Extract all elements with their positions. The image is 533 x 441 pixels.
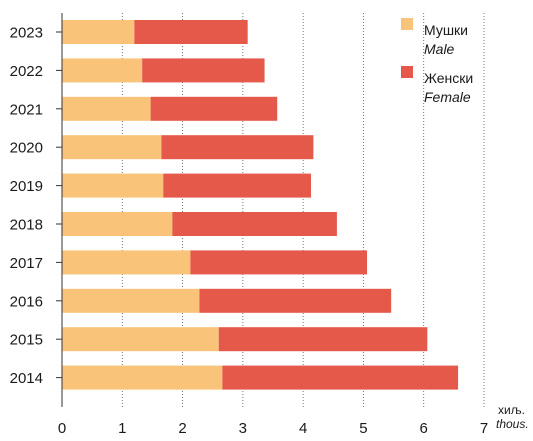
x-tick-label: 2 [178, 420, 186, 437]
y-tick-label: 2015 [10, 332, 43, 349]
bar-female [150, 96, 278, 121]
bars [62, 20, 459, 390]
x-tick-label: 3 [239, 420, 247, 437]
bar-male [62, 288, 200, 313]
bar-male [62, 212, 173, 236]
legend-label-male: Мушки [424, 22, 468, 38]
y-tick-label: 2020 [10, 140, 43, 157]
x-tick-label: 6 [420, 420, 428, 437]
bar-female [161, 135, 314, 160]
x-tick-label: 1 [118, 420, 126, 437]
bar-male [62, 20, 135, 44]
bar-male [62, 327, 219, 352]
bar-male [62, 135, 162, 160]
legend-swatch-female [401, 66, 413, 78]
bar-male [62, 58, 143, 83]
legend: Мушки Male Женски Female [401, 18, 473, 105]
bar-female [134, 20, 248, 44]
legend-label-female: Женски [424, 70, 473, 86]
x-axis-ticks: 0 1 2 3 4 5 6 7 [58, 420, 488, 437]
legend-label-female-alt: Female [424, 89, 471, 105]
legend-label-male-alt: Male [424, 41, 455, 57]
y-tick-label: 2019 [10, 178, 43, 195]
bar-female [190, 250, 368, 275]
bar-female [172, 212, 337, 236]
y-axis-ticks: 2023 2022 2021 2020 2019 2018 2017 2016 2015 2014 [10, 25, 62, 387]
x-tick-label: 0 [58, 420, 66, 437]
bar-male [62, 96, 151, 121]
bar-male [62, 365, 223, 390]
bar-female [222, 365, 459, 390]
x-unit-label: хиљ. [498, 403, 525, 417]
y-tick-label: 2021 [10, 101, 43, 118]
x-tick-label: 5 [359, 420, 367, 437]
bar-female [199, 288, 392, 313]
bar-female [142, 58, 265, 83]
x-unit-label-alt: thous. [496, 417, 529, 431]
y-tick-label: 2018 [10, 217, 43, 234]
bar-female [218, 327, 428, 352]
y-tick-label: 2022 [10, 63, 43, 80]
bar-female [163, 173, 311, 198]
y-tick-label: 2017 [10, 255, 43, 272]
legend-swatch-male [401, 18, 413, 30]
y-tick-label: 2014 [10, 370, 43, 387]
y-tick-label: 2023 [10, 25, 43, 42]
bar-male [62, 173, 164, 198]
x-tick-label: 4 [299, 420, 307, 437]
bar-male [62, 250, 191, 275]
y-tick-label: 2016 [10, 293, 43, 310]
x-tick-label: 7 [480, 420, 488, 437]
